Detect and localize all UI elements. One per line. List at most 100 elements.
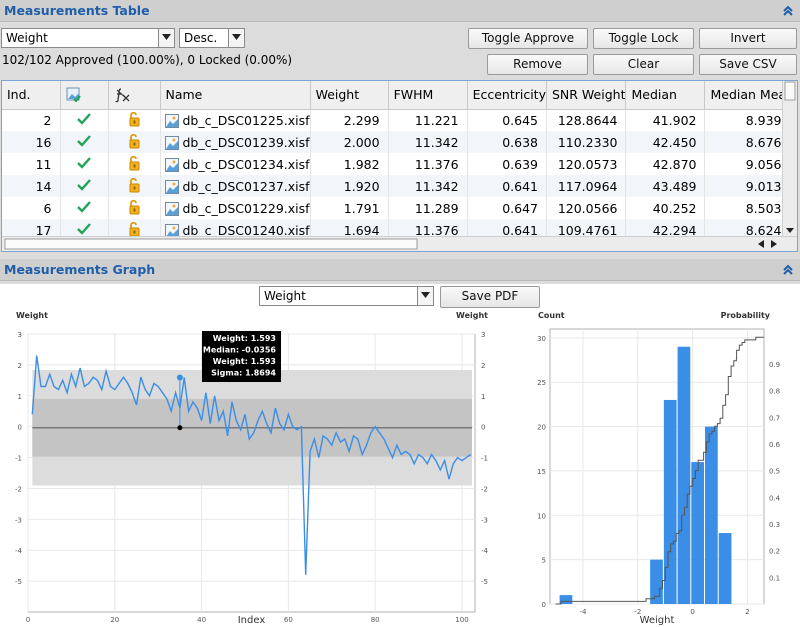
save-pdf-button[interactable]: Save PDF xyxy=(440,286,540,308)
measurements-table-header[interactable]: Measurements Table xyxy=(0,0,800,22)
column-header-index[interactable]: Ind. xyxy=(2,81,61,110)
table-horizontal-scrollbar[interactable] xyxy=(2,236,797,251)
unlocked-icon xyxy=(129,133,140,148)
chevron-down-icon[interactable] xyxy=(228,29,244,47)
cell-locked[interactable] xyxy=(108,197,161,219)
cell-snr-weight: 117.0964 xyxy=(546,175,627,197)
y-tick-label-left: -2 xyxy=(15,485,22,493)
sort-order-select[interactable]: Desc. xyxy=(179,28,245,48)
cell-eccentricity: 0.641 xyxy=(467,175,547,197)
y-tick-label-right: -3 xyxy=(481,516,488,524)
count-axis-label: Count xyxy=(538,311,565,320)
approved-check-icon xyxy=(77,112,91,125)
table-row[interactable]: 11 db_c_DSC01234.xisf 1.982 11.376 0.639 120.… xyxy=(2,153,791,175)
image-file-icon xyxy=(164,135,179,150)
histogram-bar xyxy=(677,346,691,604)
count-tick-label: 5 xyxy=(542,557,546,565)
clear-button[interactable]: Clear xyxy=(593,54,694,75)
cell-locked[interactable] xyxy=(108,109,161,131)
y-axis-label-left: Weight xyxy=(16,311,48,320)
cell-fwhm: 11.289 xyxy=(388,197,468,219)
table-row[interactable]: 17 db_c_DSC01240.xisf 1.694 11.376 0.641 109.… xyxy=(2,219,791,241)
cell-weight: 2.000 xyxy=(310,131,389,153)
x-axis-label: Index xyxy=(238,615,266,626)
y-tick-label-left: 3 xyxy=(18,331,22,339)
cell-median-mea: 8.939 xyxy=(704,109,791,131)
cell-name: db_c_DSC01240.xisf xyxy=(160,219,311,241)
chevron-down-icon[interactable] xyxy=(158,29,174,47)
x-tick-label: 60 xyxy=(284,616,293,624)
x-tick-label: 100 xyxy=(455,616,468,624)
file-name: db_c_DSC01229.xisf xyxy=(182,200,310,216)
cell-fwhm: 11.376 xyxy=(388,219,468,241)
column-header-median-mea[interactable]: Median Mea xyxy=(704,81,791,110)
cell-approved[interactable] xyxy=(60,109,109,131)
cell-approved[interactable] xyxy=(60,175,109,197)
y-tick-label-left: 0 xyxy=(18,424,22,432)
y-tick-label-right: -5 xyxy=(481,578,488,586)
column-header-weight[interactable]: Weight xyxy=(310,81,389,110)
cell-snr-weight: 110.2330 xyxy=(546,131,627,153)
toggle-lock-button[interactable]: Toggle Lock xyxy=(593,28,694,49)
file-name: db_c_DSC01240.xisf xyxy=(182,222,310,238)
column-header-name[interactable]: Name xyxy=(160,81,311,110)
cell-approved[interactable] xyxy=(60,153,109,175)
probability-tick-label: 0.4 xyxy=(769,494,781,502)
histogram-bar xyxy=(718,533,732,604)
measurements-table-title: Measurements Table xyxy=(4,3,150,18)
histogram-bar xyxy=(705,426,718,604)
approved-check-icon xyxy=(77,178,91,191)
column-header-snr-weight[interactable]: SNR Weight xyxy=(546,81,627,110)
probability-axis-label: Probability xyxy=(721,311,771,320)
cell-locked[interactable] xyxy=(108,219,161,241)
cell-approved[interactable] xyxy=(60,131,109,153)
remove-button[interactable]: Remove xyxy=(487,54,588,75)
graph-property-select[interactable]: Weight xyxy=(259,286,434,306)
cell-locked[interactable] xyxy=(108,175,161,197)
sort-property-select[interactable]: Weight xyxy=(1,28,175,48)
y-tick-label-left: -1 xyxy=(15,455,22,463)
file-name: db_c_DSC01225.xisf xyxy=(182,112,310,128)
probability-tick-label: 0.1 xyxy=(769,574,780,582)
cell-approved[interactable] xyxy=(60,219,109,241)
table-row[interactable]: 14 db_c_DSC01237.xisf 1.920 11.342 0.641 117.… xyxy=(2,175,791,197)
save-csv-button[interactable]: Save CSV xyxy=(699,54,797,75)
cell-median: 43.489 xyxy=(625,175,706,197)
collapse-icon[interactable] xyxy=(782,5,794,17)
approved-check-icon xyxy=(77,222,91,235)
y-tick-label-left: 1 xyxy=(18,393,22,401)
cell-index: 14 xyxy=(2,175,61,197)
toggle-approve-button[interactable]: Toggle Approve xyxy=(468,28,588,49)
column-header-median[interactable]: Median xyxy=(625,81,706,110)
graph-property-value: Weight xyxy=(264,289,306,303)
sort-order-value: Desc. xyxy=(184,31,218,45)
column-header-approved[interactable] xyxy=(60,81,109,110)
column-header-locked[interactable] xyxy=(108,81,161,110)
cell-snr-weight: 120.0566 xyxy=(546,197,627,219)
cell-weight: 2.299 xyxy=(310,109,389,131)
table-row[interactable]: 2 db_c_DSC01225.xisf 2.299 11.221 0.645 128.8… xyxy=(2,109,791,131)
approved-check-icon xyxy=(77,156,91,169)
measurements-table[interactable]: Ind. Name Wei xyxy=(1,80,798,252)
table-vertical-scrollbar[interactable] xyxy=(782,81,797,237)
column-header-eccentricity[interactable]: Eccentricity xyxy=(467,81,547,110)
cell-approved[interactable] xyxy=(60,197,109,219)
measurements-graph-header[interactable]: Measurements Graph xyxy=(0,259,800,281)
table-row[interactable]: 6 db_c_DSC01229.xisf 1.791 11.289 0.647 120.0… xyxy=(2,197,791,219)
image-file-icon xyxy=(164,179,179,194)
tooltip-line: Sigma: 1.8694 xyxy=(211,369,276,378)
chevron-down-icon[interactable] xyxy=(417,287,433,305)
function-lock-icon xyxy=(114,88,129,103)
table-row[interactable]: 16 db_c_DSC01239.xisf 2.000 11.342 0.638 110.… xyxy=(2,131,791,153)
x-tick-label: 0 xyxy=(26,616,30,624)
unlocked-icon xyxy=(129,155,140,170)
cell-locked[interactable] xyxy=(108,153,161,175)
cell-locked[interactable] xyxy=(108,131,161,153)
cell-median: 40.252 xyxy=(625,197,706,219)
invert-button[interactable]: Invert xyxy=(699,28,797,49)
image-file-icon xyxy=(164,113,179,128)
cell-snr-weight: 109.4761 xyxy=(546,219,627,241)
histogram-bar xyxy=(663,399,677,604)
collapse-icon[interactable] xyxy=(782,264,794,276)
column-header-fwhm[interactable]: FWHM xyxy=(388,81,468,110)
